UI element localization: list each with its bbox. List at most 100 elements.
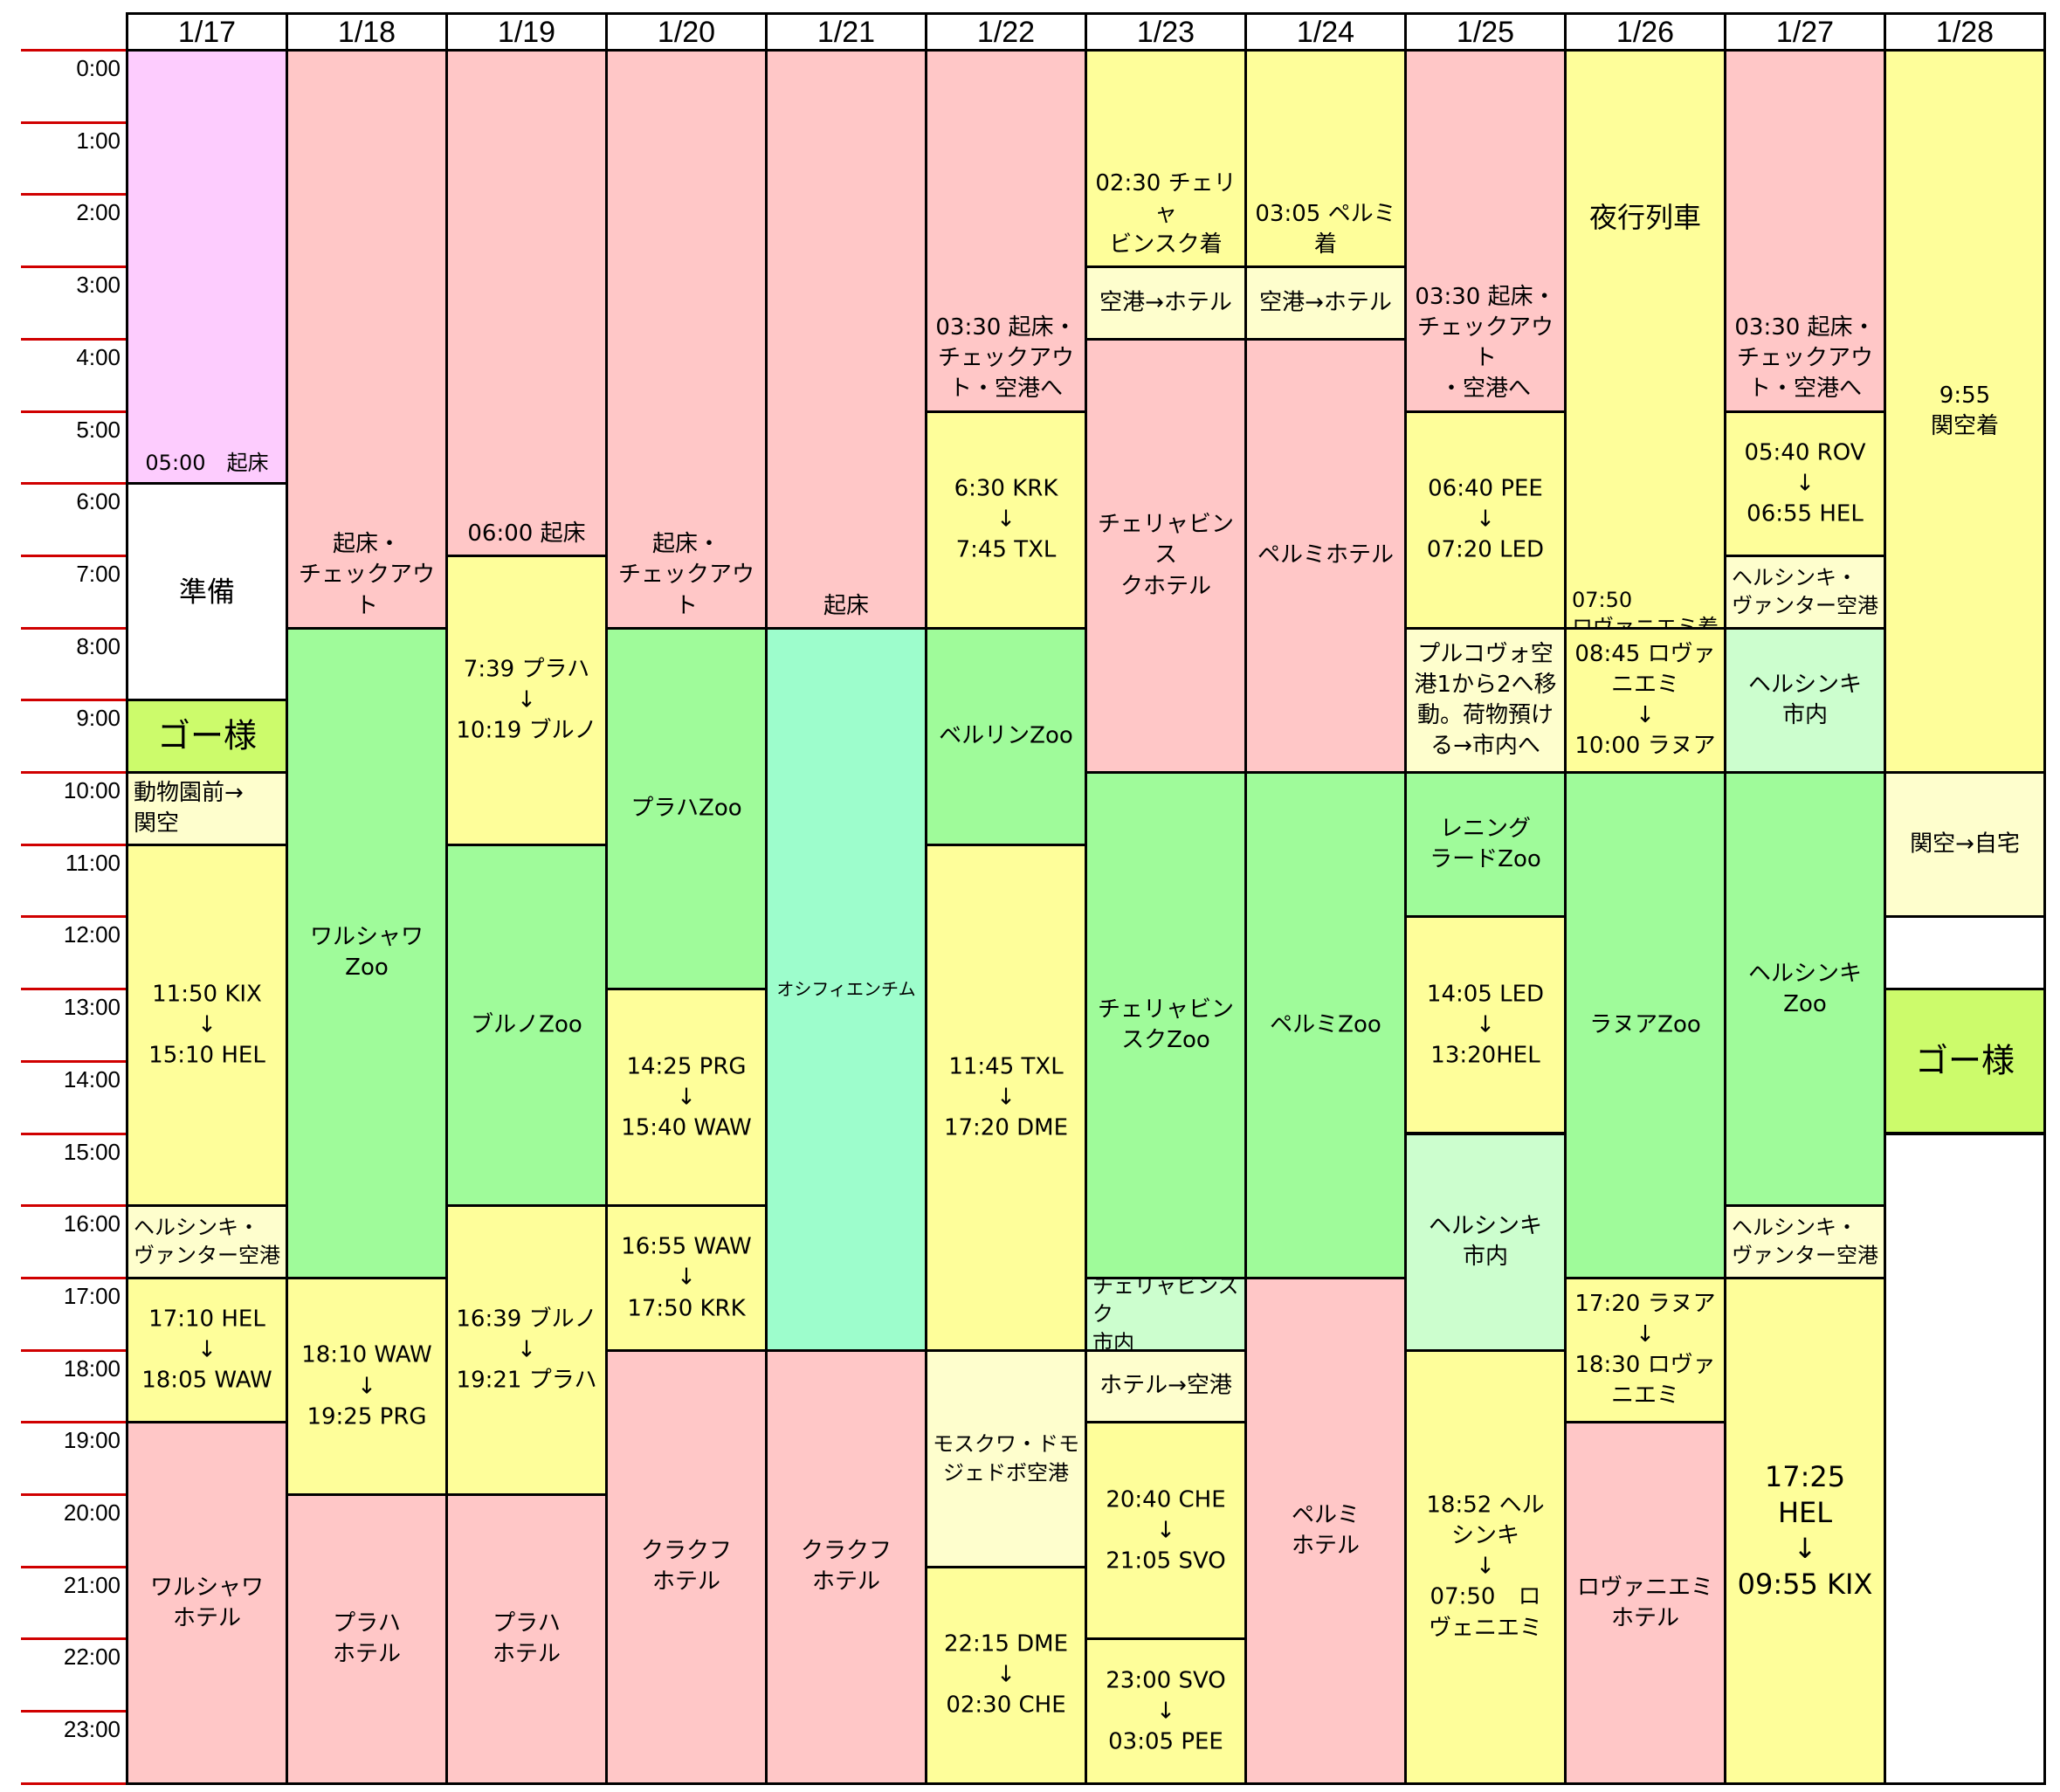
hour-label: 21:00 — [63, 1571, 121, 1598]
hour-label: 6:00 — [76, 488, 121, 515]
schedule-block-text: チェリャビンス クホテル — [1097, 511, 1234, 599]
schedule-block: ペルミホテル — [1244, 337, 1407, 774]
schedule-block-text: モスクワ・ドモ ジェドボ空港 — [933, 1431, 1079, 1485]
schedule-block-text: 9:55 関空着 — [1930, 382, 1999, 439]
schedule-block-text: ヘルシンキ・ ヴァンター空港 — [1732, 565, 1878, 618]
schedule-block-text: 08:45 ロヴァ ニエミ ↓ 10:00 ラヌア — [1574, 640, 1716, 759]
schedule-block-text: チェリャビンスク 市内 — [1092, 1276, 1239, 1352]
hour-label: 14:00 — [63, 1065, 121, 1092]
hour-line — [21, 410, 126, 413]
date-header: 1/23 — [1085, 12, 1247, 52]
hour-label: 12:00 — [63, 921, 121, 948]
schedule-block-text: プルコヴォ空 港1から2へ移 動。荷物預け る→市内へ — [1414, 640, 1557, 759]
hour-label: 0:00 — [76, 55, 121, 81]
schedule-block-text: 18:10 WAW ↓ 19:25 PRG — [301, 1341, 432, 1430]
schedule-block-text: ペルミZoo — [1270, 1011, 1381, 1038]
schedule-block: ゴー様 — [1884, 988, 2046, 1135]
schedule-block: プラハZoo — [605, 626, 768, 991]
hour-line — [21, 1782, 126, 1785]
hour-label: 22:00 — [63, 1644, 121, 1671]
schedule-block: 7:39 プラハ ↓ 10:19 ブルノ — [445, 554, 608, 846]
schedule-block-text: 14:25 PRG ↓ 15:40 WAW — [621, 1053, 752, 1141]
date-header: 1/22 — [925, 12, 1087, 52]
schedule-block-text: 16:39 ブルノ ↓ 19:21 プラハ — [456, 1306, 597, 1394]
schedule-block: 16:55 WAW ↓ 17:50 KRK — [605, 1204, 768, 1352]
schedule-block-text: オシフィエンチム — [776, 978, 916, 1000]
hour-label: 3:00 — [76, 272, 121, 299]
schedule-block-text: クラクフ ホテル — [640, 1538, 732, 1596]
schedule-block-text: 起床・ チェックアウト — [298, 531, 435, 619]
schedule-block: 05:00 起床 — [126, 49, 288, 486]
schedule-block-text: ヘルシンキ・ ヴァンター空港 — [1732, 1215, 1878, 1269]
schedule-block-text: 7:39 プラハ ↓ 10:19 ブルノ — [456, 656, 597, 744]
schedule-block: 11:50 KIX ↓ 15:10 HEL — [126, 843, 288, 1208]
schedule-block-text: 17:20 ラヌア ↓ 18:30 ロヴァ ニエミ — [1574, 1290, 1716, 1409]
schedule-block-text: 17:10 HEL ↓ 18:05 WAW — [141, 1306, 272, 1394]
date-header: 1/19 — [445, 12, 608, 52]
schedule-block-text: ゴー様 — [156, 716, 257, 755]
schedule-block: ペルミZoo — [1244, 771, 1407, 1279]
schedule-block-text: 空港→ホテル — [1259, 289, 1392, 316]
schedule-block: モスクワ・ドモ ジェドボ空港 — [925, 1348, 1087, 1568]
schedule-block: 08:45 ロヴァ ニエミ ↓ 10:00 ラヌア — [1564, 626, 1726, 774]
schedule-block-text: ヘルシンキ 市内 — [1747, 671, 1862, 728]
schedule-block: 6:30 KRK ↓ 7:45 TXL — [925, 410, 1087, 630]
schedule-block: 9:55 関空着 — [1884, 49, 2046, 774]
schedule-block-text: 03:30 起床・ チェックアウ ト・空港へ — [1734, 314, 1876, 403]
schedule-block: ゴー様 — [126, 699, 288, 774]
hour-line — [21, 915, 126, 919]
schedule-block-text: ヘルシンキ・ ヴァンター空港 — [134, 1215, 280, 1269]
date-header: 1/26 — [1564, 12, 1726, 52]
schedule-block-text: 関空→自宅 — [1910, 831, 2020, 858]
schedule-block: 18:10 WAW ↓ 19:25 PRG — [286, 1276, 448, 1496]
hour-line — [21, 988, 126, 991]
hour-label: 7:00 — [76, 560, 121, 587]
schedule-block: ホテル→空港 — [1085, 1348, 1247, 1424]
hour-label: 5:00 — [76, 416, 121, 443]
hour-line — [21, 1059, 126, 1063]
schedule-block: ヘルシンキ 市内 — [1724, 626, 1886, 774]
schedule-block-text: ゴー様 — [1914, 1041, 2015, 1080]
hour-label: 10:00 — [63, 777, 121, 803]
hour-line — [21, 1204, 126, 1208]
schedule-block: クラクフ ホテル — [605, 1348, 768, 1785]
schedule-block: 準備 — [126, 482, 288, 702]
date-header: 1/27 — [1724, 12, 1886, 52]
schedule-block: 03:30 起床・ チェックアウ ト・空港へ — [1724, 49, 1886, 413]
schedule-block-text: 起床 — [823, 592, 869, 619]
hour-line — [21, 121, 126, 124]
schedule-block: クラクフ ホテル — [765, 1348, 927, 1785]
schedule-block-text: ブルノZoo — [471, 1011, 582, 1038]
schedule-block-text — [1886, 951, 2043, 955]
schedule-block: 14:25 PRG ↓ 15:40 WAW — [605, 988, 768, 1208]
schedule-block: チェリャビンスク 市内 — [1085, 1276, 1247, 1352]
schedule-block-text: 06:40 PEE ↓ 07:20 LED — [1426, 475, 1545, 563]
schedule-block-text: 22:15 DME ↓ 02:30 CHE — [943, 1630, 1069, 1719]
schedule-block: 起床 — [765, 49, 927, 630]
schedule-block — [1884, 1132, 2046, 1785]
date-header: 1/18 — [286, 12, 448, 52]
hour-line — [21, 843, 126, 846]
schedule-block: 02:30 チェリャ ビンスク着 — [1085, 49, 1247, 269]
schedule-block-text: 02:30 チェリャ ビンスク着 — [1095, 169, 1237, 258]
hour-label: 20:00 — [63, 1499, 121, 1526]
schedule-block: ブルノZoo — [445, 843, 608, 1208]
schedule-block-text: ペルミ ホテル — [1291, 1501, 1360, 1559]
schedule-block: 03:30 起床・ チェックアウト ・空港へ — [1404, 49, 1567, 413]
date-header: 1/21 — [765, 12, 927, 52]
schedule-block-text: ワルシャワ Zoo — [309, 924, 424, 982]
hour-label: 2:00 — [76, 199, 121, 226]
hour-line — [21, 1493, 126, 1496]
schedule-block: ワルシャワ ホテル — [126, 1421, 288, 1785]
schedule-block-text: 18:52 ヘル シンキ ↓ 07:50 ロ ヴェニエミ — [1426, 1492, 1545, 1641]
hour-line — [21, 49, 126, 52]
hour-label: 1:00 — [76, 127, 121, 154]
schedule-block-text: 16:55 WAW ↓ 17:50 KRK — [621, 1233, 752, 1321]
hour-line — [21, 1276, 126, 1279]
schedule-block-text: 11:50 KIX ↓ 15:10 HEL — [148, 981, 265, 1069]
hour-label: 13:00 — [63, 994, 121, 1021]
schedule-block: プルコヴォ空 港1から2へ移 動。荷物預け る→市内へ — [1404, 626, 1567, 774]
schedule-block-text: プラハ ホテル — [332, 1609, 401, 1667]
schedule-block: 起床・ チェックアウト — [286, 49, 448, 630]
schedule-block-text: 05:00 起床 — [145, 450, 269, 475]
